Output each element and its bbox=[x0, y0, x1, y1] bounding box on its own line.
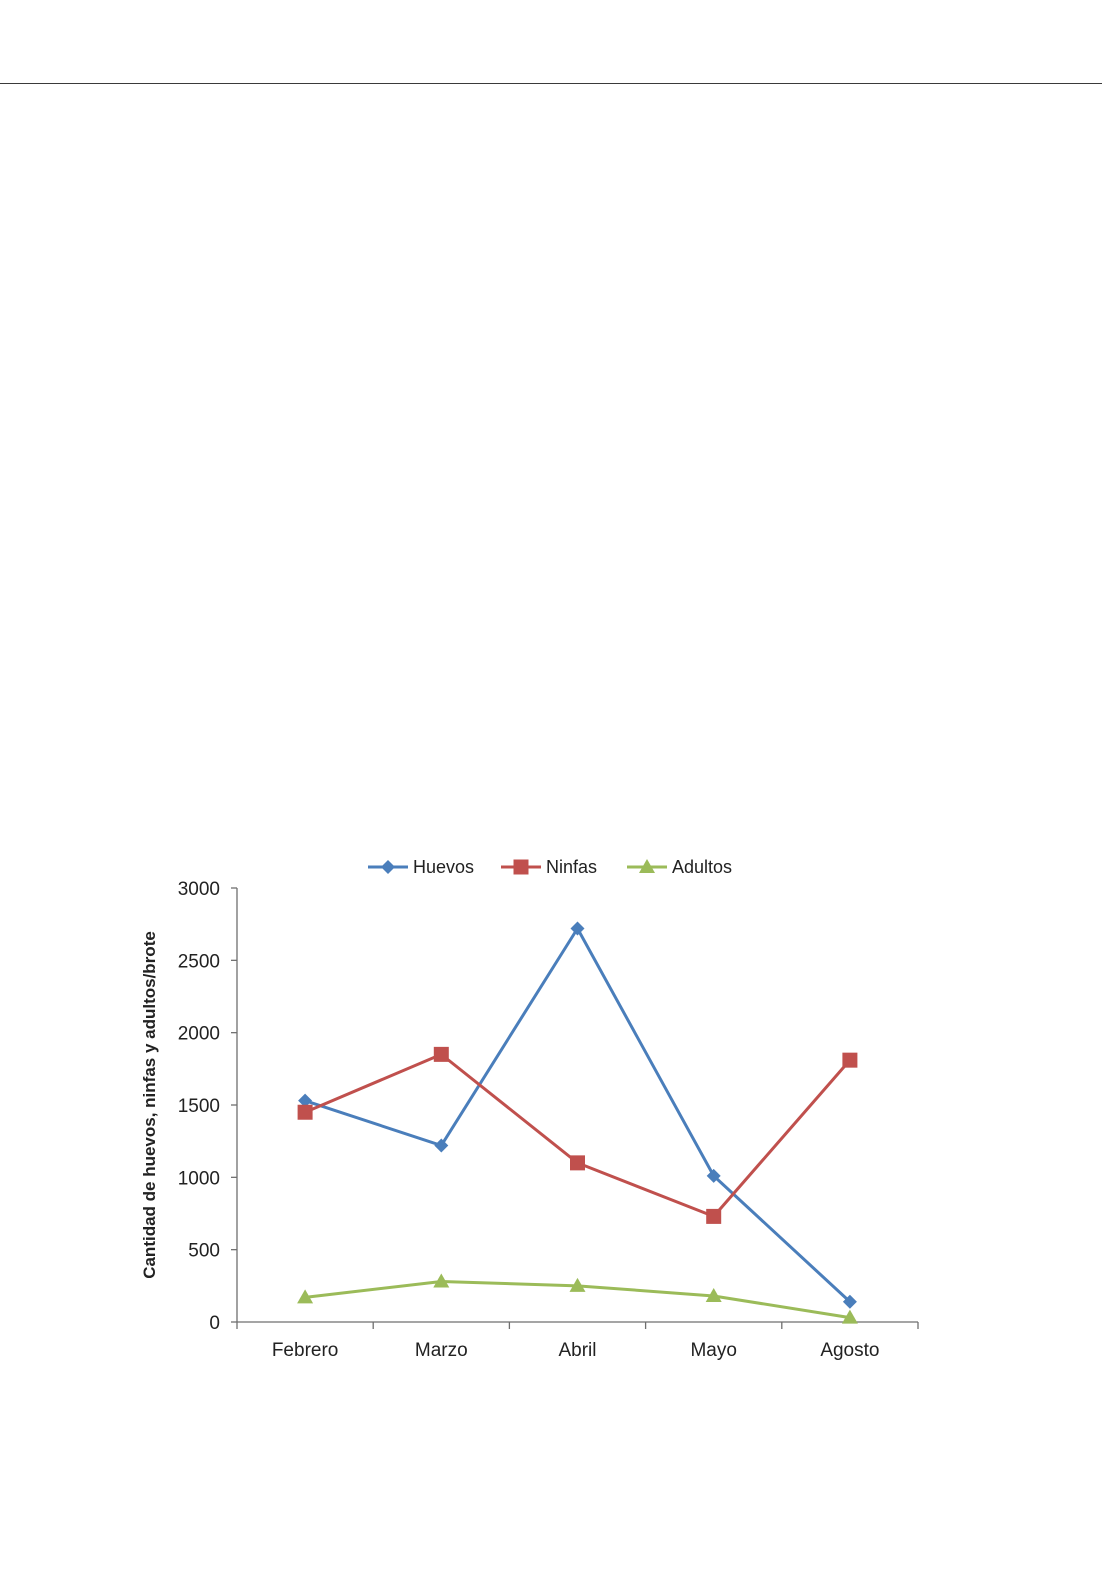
data-point-huevos bbox=[570, 921, 585, 936]
data-point-ninfas bbox=[842, 1052, 858, 1068]
series-huevos bbox=[298, 921, 857, 1309]
data-point-adultos bbox=[569, 1277, 586, 1292]
data-point-huevos bbox=[706, 1168, 721, 1183]
y-tick-label: 0 bbox=[209, 1313, 220, 1334]
legend-swatch-marker bbox=[381, 860, 395, 874]
legend-label: Ninfas bbox=[546, 857, 597, 877]
legend-item-huevos: Huevos bbox=[368, 857, 474, 877]
x-tick-label: Febrero bbox=[272, 1340, 339, 1361]
series-layer bbox=[297, 921, 858, 1324]
y-tick-label: 2000 bbox=[178, 1024, 220, 1045]
series-line-huevos bbox=[304, 927, 851, 1303]
data-point-adultos bbox=[297, 1289, 314, 1304]
y-axis-title: Cantidad de huevos, ninfas y adultos/bro… bbox=[140, 931, 159, 1279]
data-point-huevos bbox=[842, 1294, 857, 1309]
x-axis: Febrero Marzo Abril Mayo Agosto bbox=[236, 1321, 919, 1361]
series-ninfas bbox=[297, 1046, 858, 1224]
y-tick-label: 1000 bbox=[178, 1168, 220, 1189]
x-tick-label: Marzo bbox=[415, 1340, 468, 1361]
y-axis: 0 500 1000 1500 2000 2500 3000 bbox=[178, 879, 238, 1334]
data-point-huevos bbox=[298, 1093, 313, 1108]
legend-label: Adultos bbox=[672, 857, 732, 877]
data-point-ninfas bbox=[706, 1208, 722, 1224]
series-line-ninfas bbox=[304, 1052, 852, 1218]
y-tick-label: 1500 bbox=[178, 1096, 220, 1117]
data-point-ninfas bbox=[570, 1155, 585, 1171]
data-point-adultos bbox=[841, 1309, 858, 1324]
x-tick-label: Agosto bbox=[820, 1340, 879, 1361]
legend-swatch-marker bbox=[513, 859, 529, 875]
legend-swatch-marker bbox=[639, 859, 655, 873]
y-tick-label: 500 bbox=[188, 1241, 220, 1262]
legend-item-adultos: Adultos bbox=[627, 857, 732, 877]
x-tick-label: Abril bbox=[558, 1340, 596, 1361]
data-point-adultos bbox=[433, 1273, 450, 1288]
series-adultos bbox=[297, 1273, 858, 1324]
data-point-huevos bbox=[434, 1138, 449, 1153]
data-point-ninfas bbox=[297, 1104, 313, 1120]
x-tick-label: Mayo bbox=[690, 1340, 736, 1361]
chart-legend: Huevos Ninfas Adultos bbox=[368, 857, 732, 877]
y-tick-label: 3000 bbox=[178, 879, 220, 900]
legend-label: Huevos bbox=[413, 857, 474, 877]
y-tick-label: 2500 bbox=[178, 951, 220, 972]
data-point-ninfas bbox=[433, 1046, 449, 1062]
legend-item-ninfas: Ninfas bbox=[501, 857, 597, 877]
data-point-adultos bbox=[705, 1287, 722, 1302]
page-header-rule bbox=[0, 83, 1102, 84]
